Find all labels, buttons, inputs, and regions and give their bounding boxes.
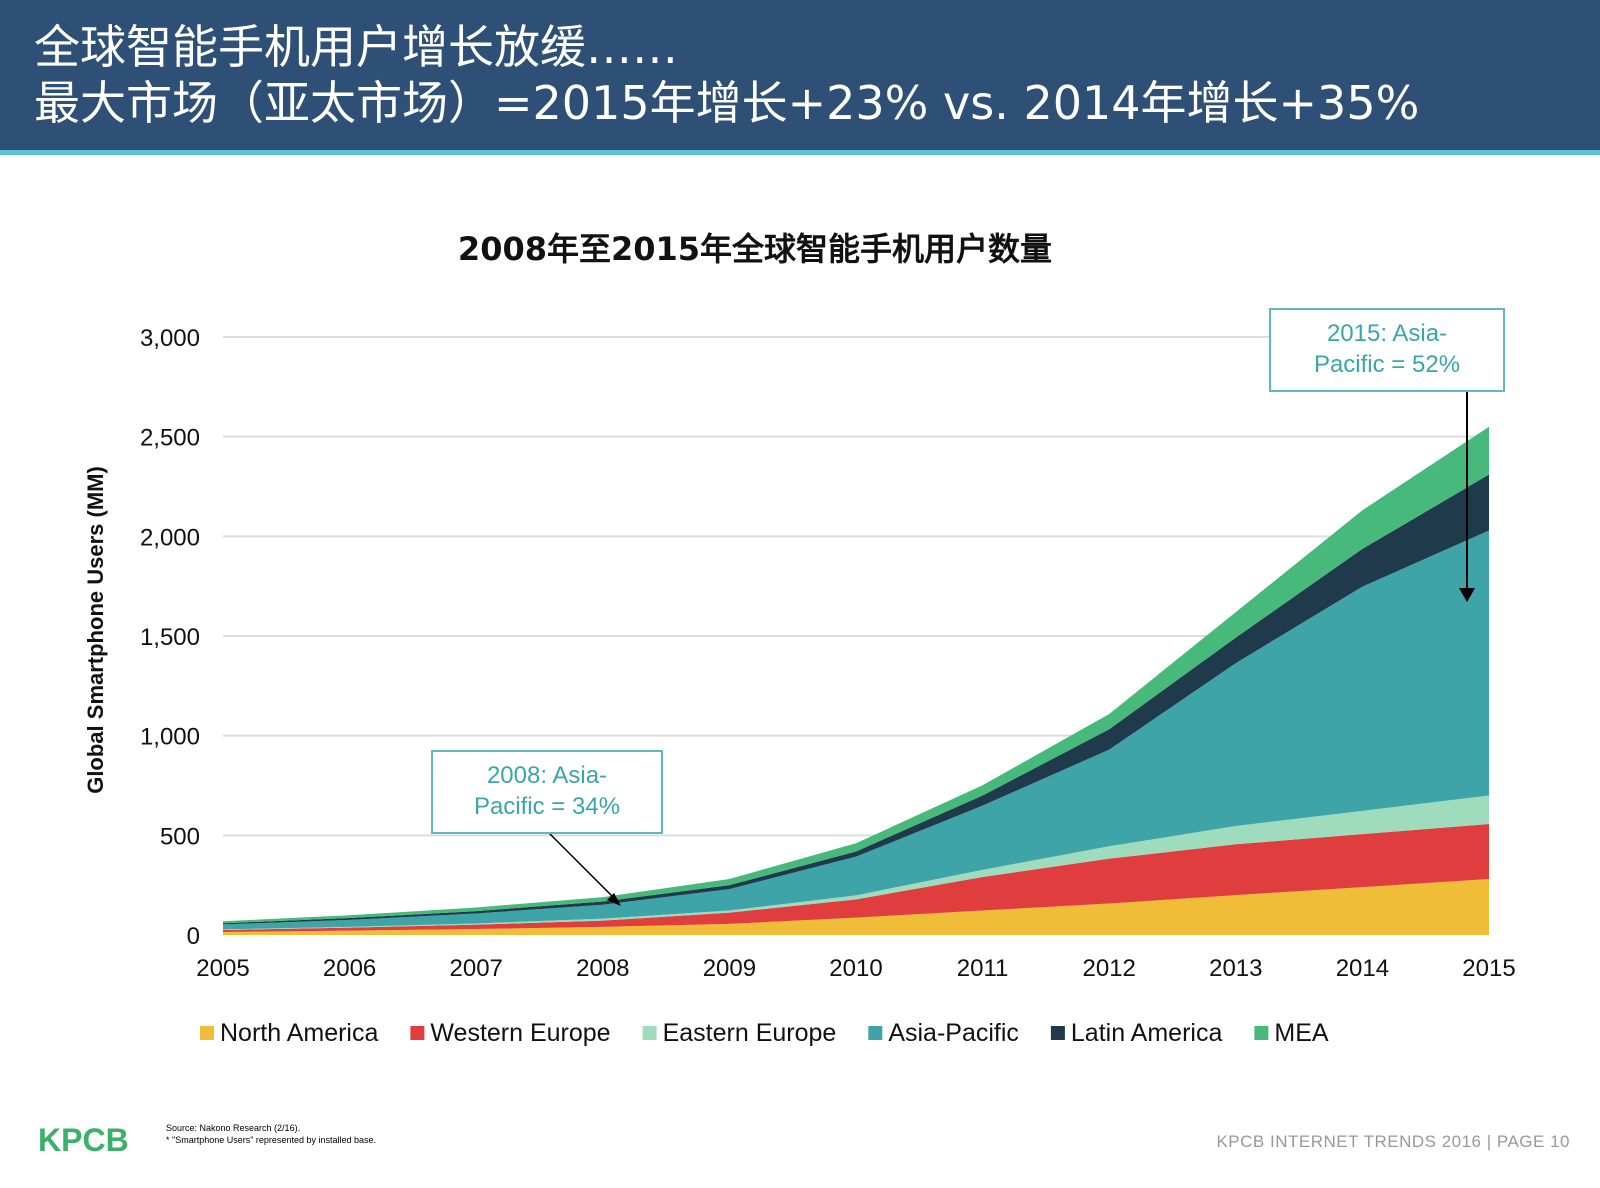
annotation-2015: 2015: Asia- Pacific = 52%: [1269, 308, 1505, 392]
source-line1: Source: Nakono Research (2/16).: [166, 1123, 301, 1133]
chart-title: 2008年至2015年全球智能手机用户数量: [458, 230, 1052, 268]
arrowhead-icon: [607, 893, 621, 906]
x-tick-label: 2005: [196, 955, 249, 982]
y-tick-label: 2,000: [140, 524, 200, 551]
slide-title-line1: 全球智能手机用户增长放缓……: [34, 20, 678, 74]
legend-label: Eastern Europe: [663, 1019, 837, 1047]
legend-swatch: [868, 1026, 883, 1040]
x-tick-label: 2013: [1209, 955, 1262, 982]
legend-label: MEA: [1274, 1019, 1329, 1047]
x-tick-label: 2011: [957, 955, 1009, 982]
legend-swatch: [200, 1026, 214, 1040]
x-tick-label: 2006: [323, 955, 376, 982]
x-tick-label: 2008: [576, 955, 629, 982]
y-tick-label: 500: [160, 823, 200, 850]
annotation-arrow-2008: [547, 831, 619, 903]
x-tick-label: 2010: [829, 955, 882, 982]
x-tick-label: 2007: [450, 955, 503, 982]
y-tick-label: 2,500: [140, 425, 200, 452]
legend-swatch: [410, 1026, 425, 1040]
arrowhead-icon: [1459, 588, 1475, 602]
annotation-2008-line1: 2008: Asia-: [486, 762, 608, 789]
legend-swatch: [642, 1026, 657, 1040]
source-line2: * "Smartphone Users" represented by inst…: [166, 1135, 377, 1145]
annotation-2015-line1: 2015: Asia-: [1326, 320, 1448, 347]
y-tick-label: 1,000: [140, 724, 200, 751]
annotation-2008-line2: Pacific = 34%: [473, 793, 621, 820]
y-tick-label: 1,500: [140, 624, 200, 651]
area-north-america: [223, 878, 1489, 935]
y-tick-label: 3,000: [140, 325, 200, 352]
legend-swatch: [1050, 1026, 1065, 1040]
slide-title-line2: 最大市场（亚太市场）=2015年增长+23% vs. 2014年增长+35%: [34, 76, 1420, 130]
area-asia-pacific: [223, 530, 1489, 930]
y-axis-label: Global Smartphone Users (MM): [83, 466, 108, 794]
legend-label: Asia-Pacific: [888, 1019, 1019, 1047]
x-tick-label: 2014: [1336, 955, 1389, 982]
area-western-europe: [223, 823, 1489, 933]
legend-label: Latin America: [1071, 1019, 1223, 1047]
legend-swatch: [1254, 1026, 1269, 1040]
source-note: Source: Nakono Research (2/16). * "Smart…: [166, 1122, 376, 1146]
legend-label: North America: [220, 1019, 378, 1047]
annotation-2008: 2008: Asia- Pacific = 34%: [431, 750, 663, 834]
x-tick-label: 2012: [1083, 955, 1136, 982]
legend-label: Western Europe: [430, 1019, 610, 1047]
footer-page-info: KPCB INTERNET TRENDS 2016 | PAGE 10: [1216, 1132, 1570, 1151]
slide-header: 全球智能手机用户增长放缓…… 最大市场（亚太市场）=2015年增长+23% vs…: [0, 0, 1600, 155]
y-tick-label: 0: [187, 923, 200, 950]
kpcb-logo: KPCB: [38, 1122, 129, 1158]
annotation-2015-line2: Pacific = 52%: [1313, 351, 1461, 378]
x-tick-label: 2009: [703, 955, 756, 982]
x-tick-label: 2015: [1462, 955, 1515, 982]
